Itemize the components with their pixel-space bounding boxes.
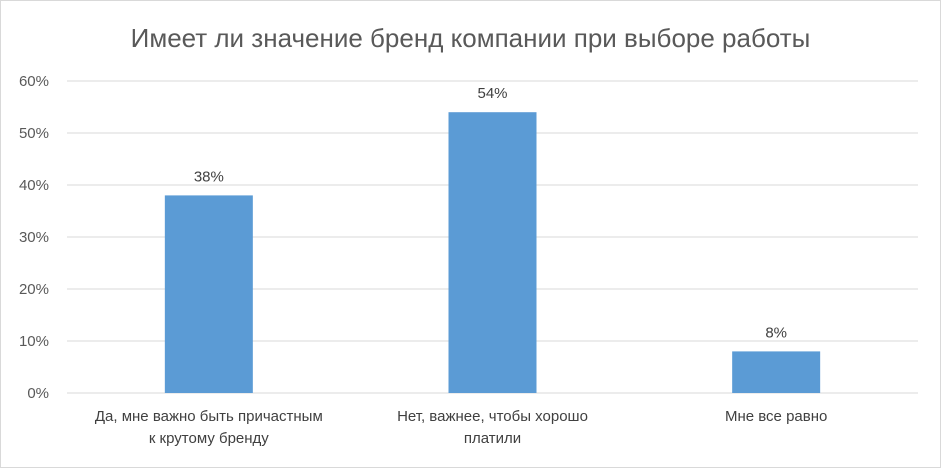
- data-label: 54%: [477, 85, 507, 102]
- y-tick-label: 10%: [19, 333, 49, 350]
- y-tick-label: 0%: [27, 385, 49, 402]
- category-label: к крутому бренду: [149, 430, 269, 447]
- bar: [164, 195, 253, 393]
- y-tick-label: 20%: [19, 281, 49, 298]
- category-label: Нет, важнее, чтобы хорошо: [397, 408, 588, 425]
- y-tick-label: 40%: [19, 177, 49, 194]
- category-label: платили: [464, 430, 521, 447]
- category-label: Да, мне важно быть причастным: [95, 408, 323, 425]
- y-tick-label: 60%: [19, 73, 49, 90]
- chart-title: Имеет ли значение бренд компании при выб…: [130, 23, 811, 53]
- data-label: 8%: [765, 324, 787, 341]
- bar: [448, 112, 537, 393]
- data-label: 38%: [194, 168, 224, 185]
- y-tick-label: 50%: [19, 125, 49, 142]
- y-tick-label: 30%: [19, 229, 49, 246]
- bar: [732, 351, 821, 393]
- category-label: Мне все равно: [725, 408, 827, 425]
